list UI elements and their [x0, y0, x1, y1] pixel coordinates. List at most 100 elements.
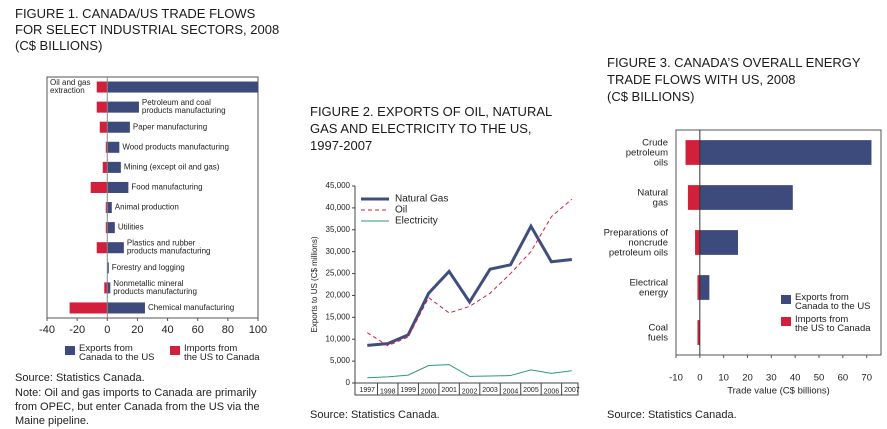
legend-swatch: [65, 346, 75, 355]
bar: [685, 140, 700, 165]
x-tick-label: 10: [718, 373, 729, 384]
y-tick-label: 10,000: [326, 334, 351, 343]
bar: [107, 262, 109, 274]
bar: [102, 161, 108, 173]
source-note: Source: Statistics Canada.: [607, 409, 737, 421]
series-line: [367, 198, 573, 347]
y-tick-label: 15,000: [326, 312, 351, 321]
y-tick-label: 0: [346, 378, 351, 387]
x-tick-label: 100: [249, 324, 267, 336]
legend-swatch: [781, 317, 791, 326]
category-label: Coal fuels: [648, 322, 668, 343]
bar: [104, 282, 108, 294]
category-label: Nonmetallic mineral products manufacturin…: [113, 279, 197, 296]
bar: [96, 242, 108, 254]
bar: [107, 161, 121, 173]
plot-frame: [675, 129, 882, 356]
bar: [695, 230, 700, 255]
x-tick-label: 2000: [421, 388, 437, 395]
legend-label: Exports from Canada to the US: [795, 292, 871, 312]
category-label: Petroleum and coal products manufacturing: [142, 98, 226, 115]
series-line: [367, 223, 573, 347]
y-tick-label: 35,000: [326, 225, 351, 234]
legend-label: Electricity: [395, 216, 438, 227]
x-tick-label: -40: [39, 324, 55, 336]
legend-swatch: [170, 346, 180, 355]
y-tick-label: 25,000: [326, 269, 351, 278]
x-axis-label: Trade value (C$ billions): [727, 386, 830, 397]
category-label: Mining (except oil and gas): [124, 162, 220, 171]
category-label: Chemical manufacturing: [148, 303, 234, 312]
source-note: Source: Statistics Canada.: [15, 372, 145, 384]
category-label: Animal production: [115, 203, 179, 212]
category-label: Utilities: [118, 223, 144, 232]
x-tick-label: 1997: [359, 387, 375, 394]
x-tick-label: 40: [161, 324, 173, 336]
x-tick-label: 70: [861, 373, 872, 384]
x-tick-label: 2002: [462, 388, 478, 395]
bar: [105, 202, 108, 214]
bar: [699, 275, 710, 300]
bar: [687, 185, 700, 210]
x-tick-label: 60: [192, 324, 204, 336]
x-tick-label: 2007: [564, 387, 580, 394]
footnote: Note: Oil and gas imports to Canada are …: [15, 387, 260, 427]
legend-label: Imports from the US to Canada: [795, 314, 871, 334]
x-tick-label: 1998: [380, 388, 396, 395]
x-tick-label: 2004: [503, 388, 519, 395]
bar: [107, 101, 139, 113]
y-tick-label: 30,000: [326, 247, 351, 256]
bar: [90, 181, 108, 193]
legend-label: Imports from the US to Canada: [184, 343, 260, 363]
x-tick-label: 2006: [544, 388, 560, 395]
y-tick-label: 20,000: [326, 291, 351, 300]
x-tick-label: 2003: [482, 387, 498, 394]
x-tick-label: 2001: [441, 387, 457, 394]
bar: [107, 282, 111, 294]
category-label: Forestry and logging: [112, 263, 185, 272]
x-tick-label: 2005: [523, 387, 539, 394]
x-tick-label: -20: [69, 324, 85, 336]
plot-frame: [46, 76, 259, 319]
x-tick-label: 0: [697, 373, 702, 384]
x-tick-label: 50: [814, 373, 825, 384]
legend-label: Exports from Canada to the US: [79, 343, 155, 363]
bar: [69, 302, 108, 314]
chart-title: FIGURE 2. EXPORTS OF OIL, NATURAL GAS AND…: [310, 104, 552, 153]
bar: [107, 222, 115, 234]
source-note: Source: Statistics Canada.: [310, 409, 440, 421]
y-axis-label: Exports to US (C$ millions): [310, 236, 319, 332]
x-tick-label: 80: [222, 324, 234, 336]
bar: [107, 242, 124, 254]
x-tick-label: 40: [790, 373, 801, 384]
bar: [107, 202, 112, 214]
category-label: Paper manufacturing: [133, 122, 207, 131]
x-axis-box: [354, 382, 579, 396]
category-label: Crude petroleum oils: [626, 137, 668, 168]
legend-swatch: [781, 295, 791, 304]
x-tick-label: 30: [766, 373, 777, 384]
y-tick-label: 45,000: [326, 181, 351, 190]
chart-title: FIGURE 1. CANADA/US TRADE FLOWS FOR SELEC…: [15, 6, 279, 53]
bar: [699, 140, 872, 165]
category-label: Plastics and rubber products manufacturin…: [127, 239, 211, 256]
bar: [105, 141, 108, 153]
category-label: Electrical energy: [629, 277, 668, 298]
y-tick-label: 40,000: [326, 203, 351, 212]
category-label: Food manufacturing: [131, 183, 202, 192]
chart-title: FIGURE 3. CANADA’S OVERALL ENERGY TRADE F…: [607, 55, 861, 104]
bar: [107, 141, 120, 153]
legend-label: Natural Gas: [395, 194, 448, 205]
x-tick-label: 1999: [400, 387, 416, 394]
category-label: Wood products manufacturing: [122, 142, 229, 151]
bar: [107, 302, 145, 314]
x-tick-label: -10: [669, 373, 683, 384]
bar: [699, 185, 793, 210]
bar: [107, 121, 130, 133]
bar: [107, 81, 259, 93]
x-tick-label: 20: [742, 373, 753, 384]
category-label: Oil and gas extraction: [50, 78, 90, 95]
x-tick-label: 60: [838, 373, 849, 384]
